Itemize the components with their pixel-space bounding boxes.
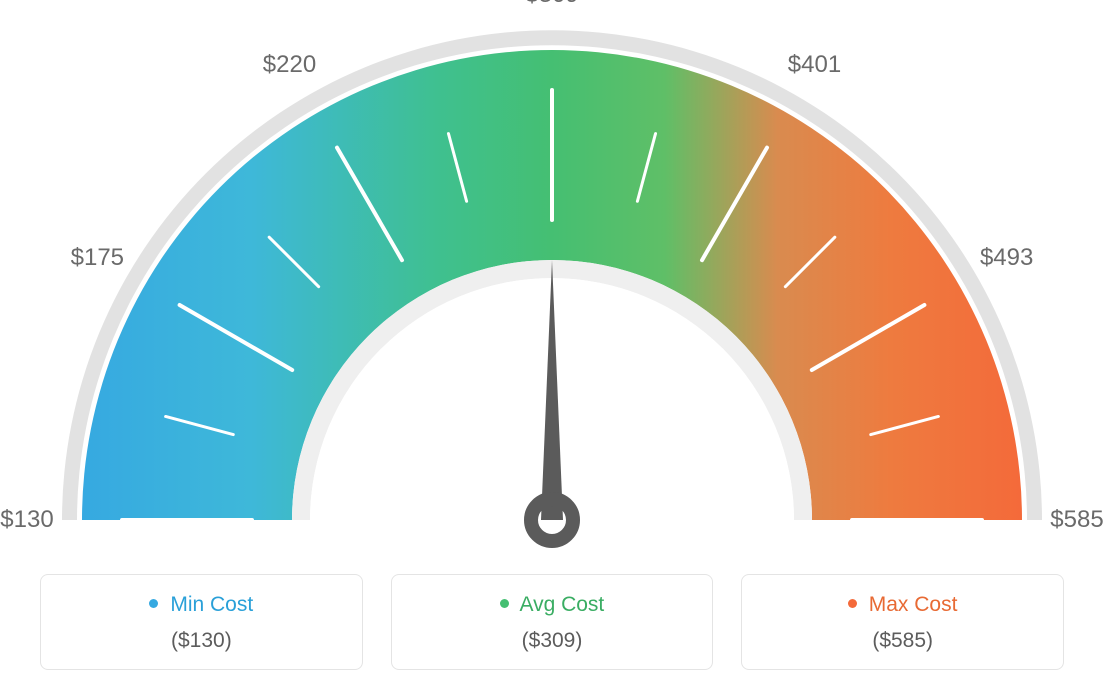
legend-title-avg: Avg Cost xyxy=(402,593,703,617)
gauge-tick-label: $585 xyxy=(1050,506,1103,534)
legend-title-max: Max Cost xyxy=(752,593,1053,617)
gauge-tick-label: $401 xyxy=(788,51,841,79)
legend-card-min: Min Cost ($130) xyxy=(40,574,363,670)
legend-dot-avg xyxy=(500,599,509,608)
legend-value-avg: ($309) xyxy=(402,629,703,653)
legend-title-text-max: Max Cost xyxy=(869,593,958,616)
legend-title-text-avg: Avg Cost xyxy=(519,593,604,616)
gauge-tick-label: $175 xyxy=(71,244,124,272)
gauge-tick-label: $309 xyxy=(525,0,578,9)
legend-row: Min Cost ($130) Avg Cost ($309) Max Cost… xyxy=(40,574,1064,670)
gauge-chart: $130 $175 $220 $309 $401 $493 $585 xyxy=(0,0,1104,560)
legend-card-max: Max Cost ($585) xyxy=(741,574,1064,670)
legend-dot-max xyxy=(848,599,857,608)
legend-value-min: ($130) xyxy=(51,629,352,653)
gauge-tick-label: $493 xyxy=(980,244,1033,272)
legend-title-text-min: Min Cost xyxy=(170,593,253,616)
gauge-tick-label: $220 xyxy=(263,51,316,79)
legend-value-max: ($585) xyxy=(752,629,1053,653)
legend-dot-min xyxy=(149,599,158,608)
legend-card-avg: Avg Cost ($309) xyxy=(391,574,714,670)
gauge-tick-label: $130 xyxy=(0,506,53,534)
legend-title-min: Min Cost xyxy=(51,593,352,617)
gauge-svg xyxy=(0,0,1104,560)
